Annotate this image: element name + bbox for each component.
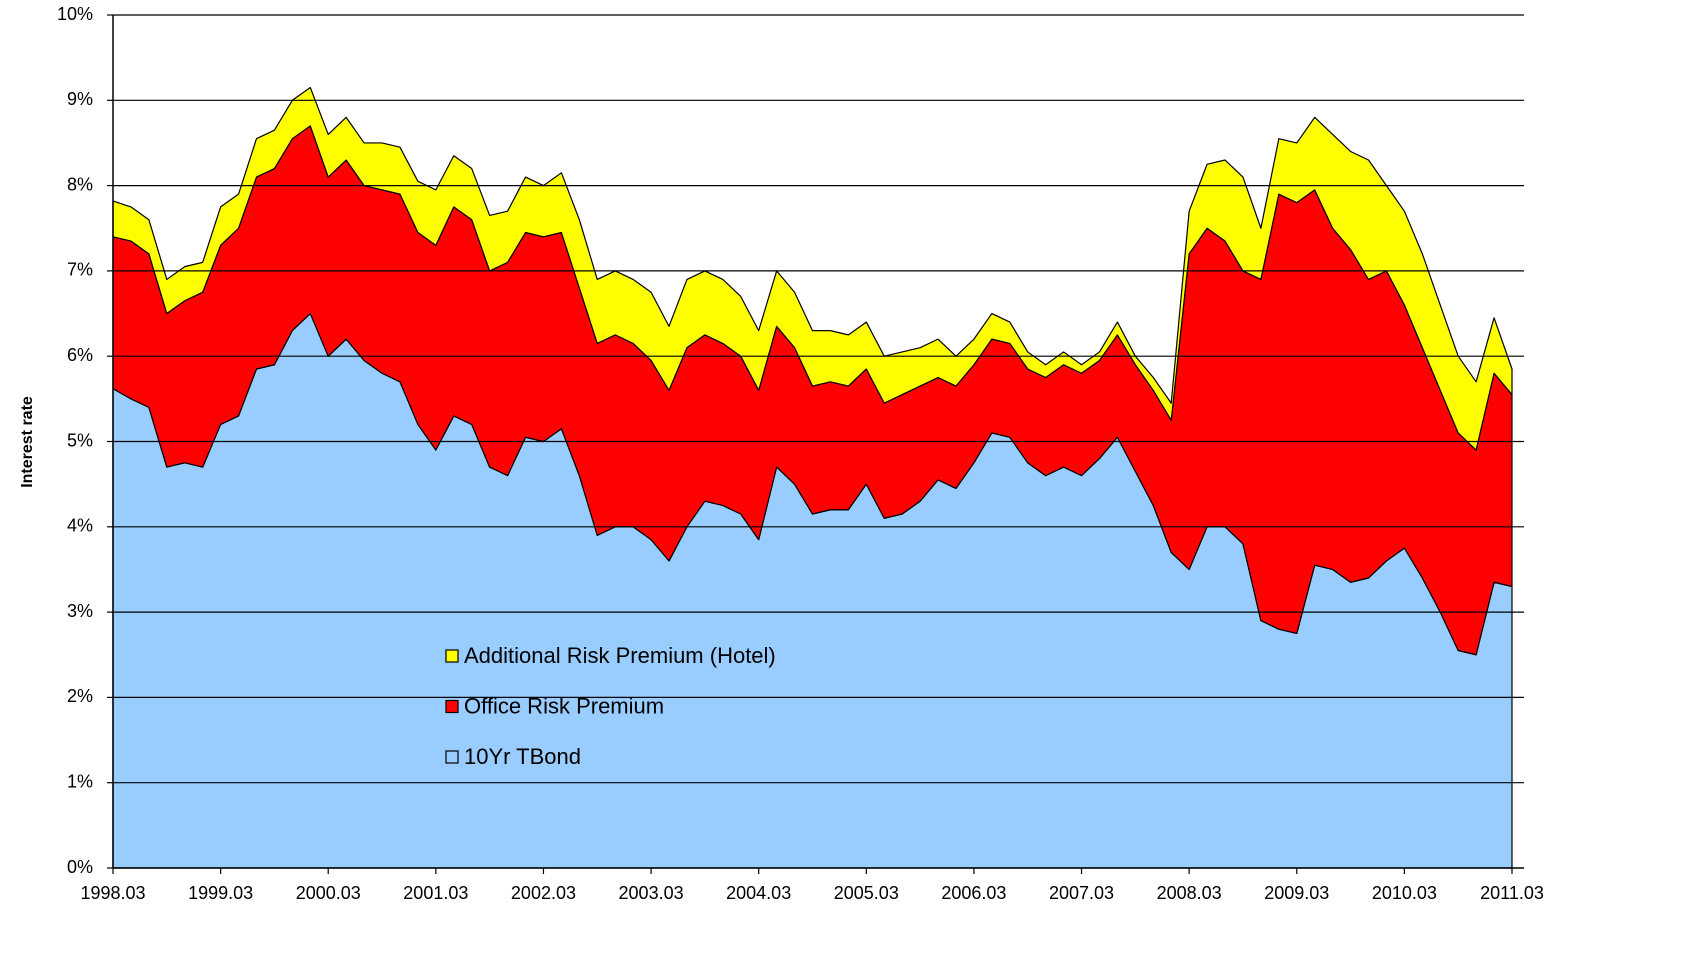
x-tick-label: 1998.03 xyxy=(80,883,145,903)
x-tick-label: 2000.03 xyxy=(296,883,361,903)
x-tick-label: 2005.03 xyxy=(834,883,899,903)
y-tick-label: 7% xyxy=(67,260,93,280)
x-tick-label: 2007.03 xyxy=(1049,883,1114,903)
x-tick-label: 2010.03 xyxy=(1372,883,1437,903)
y-tick-label: 3% xyxy=(67,601,93,621)
legend-swatch xyxy=(445,649,459,663)
x-tick-label: 1999.03 xyxy=(188,883,253,903)
x-tick-label: 2001.03 xyxy=(403,883,468,903)
legend-label: Office Risk Premium xyxy=(464,693,664,718)
legend-label: Additional Risk Premium (Hotel) xyxy=(464,643,776,668)
legend: Additional Risk Premium (Hotel) Office Ri… xyxy=(445,643,776,769)
x-tick-label: 2006.03 xyxy=(941,883,1006,903)
x-tick-label: 2009.03 xyxy=(1264,883,1329,903)
y-tick-label: 1% xyxy=(67,771,93,791)
x-tick-label: 2011.03 xyxy=(1480,883,1544,903)
y-tick-label: 8% xyxy=(67,174,93,194)
legend-swatch xyxy=(445,750,459,764)
y-axis-label: Interest rate xyxy=(19,396,36,488)
area xyxy=(112,86,1513,451)
x-tick-label: 2002.03 xyxy=(511,883,576,903)
y-tick-label: 6% xyxy=(67,345,93,365)
legend-label: 10Yr TBond xyxy=(464,744,581,769)
y-tick-label: 10% xyxy=(57,4,93,24)
x-tick-label: 2004.03 xyxy=(726,883,791,903)
x-tick-label: 2008.03 xyxy=(1157,883,1222,903)
y-tick-label: 5% xyxy=(67,430,93,450)
y-tick-label: 9% xyxy=(67,89,93,109)
y-tick-label: 4% xyxy=(67,516,93,536)
y-tick-label: 0% xyxy=(67,857,93,877)
y-tick-label: 2% xyxy=(67,686,93,706)
legend-swatch xyxy=(445,699,459,714)
x-tick-label: 2003.03 xyxy=(619,883,684,903)
